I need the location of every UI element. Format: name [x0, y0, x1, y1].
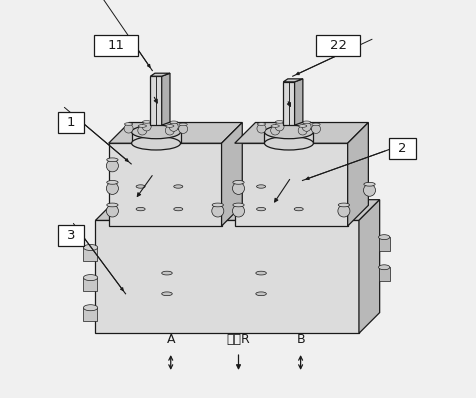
Circle shape	[298, 126, 307, 135]
Ellipse shape	[378, 265, 389, 270]
Ellipse shape	[270, 125, 279, 127]
Text: 3: 3	[67, 229, 75, 242]
Ellipse shape	[83, 275, 98, 281]
Circle shape	[232, 205, 244, 217]
Ellipse shape	[232, 203, 244, 207]
FancyBboxPatch shape	[58, 225, 84, 246]
Circle shape	[363, 184, 375, 196]
Circle shape	[124, 124, 133, 133]
Polygon shape	[109, 123, 242, 143]
Polygon shape	[150, 73, 169, 76]
Ellipse shape	[255, 292, 266, 296]
FancyBboxPatch shape	[94, 35, 138, 56]
Ellipse shape	[378, 235, 389, 240]
Ellipse shape	[107, 180, 118, 184]
Ellipse shape	[232, 180, 244, 184]
Ellipse shape	[136, 185, 145, 188]
Polygon shape	[83, 277, 97, 291]
Circle shape	[106, 160, 118, 172]
Polygon shape	[378, 237, 389, 251]
Ellipse shape	[302, 121, 310, 124]
Polygon shape	[378, 267, 389, 281]
Ellipse shape	[169, 121, 178, 124]
Ellipse shape	[136, 207, 145, 211]
Polygon shape	[283, 79, 302, 82]
FancyBboxPatch shape	[316, 35, 359, 56]
Polygon shape	[131, 132, 180, 143]
Ellipse shape	[257, 123, 265, 125]
Polygon shape	[109, 143, 221, 226]
Ellipse shape	[138, 125, 146, 127]
Text: 22: 22	[329, 39, 346, 52]
Ellipse shape	[173, 207, 182, 211]
Ellipse shape	[165, 125, 174, 127]
Ellipse shape	[83, 305, 98, 311]
Ellipse shape	[337, 203, 349, 207]
Polygon shape	[234, 123, 367, 143]
Circle shape	[275, 122, 284, 131]
Ellipse shape	[173, 185, 182, 188]
Text: 回油R: 回油R	[226, 334, 250, 347]
Circle shape	[142, 122, 151, 131]
Ellipse shape	[255, 271, 266, 275]
Ellipse shape	[275, 121, 283, 123]
Ellipse shape	[161, 271, 172, 275]
Polygon shape	[161, 73, 169, 125]
Circle shape	[257, 124, 266, 133]
Polygon shape	[347, 123, 367, 226]
Circle shape	[138, 126, 147, 135]
Ellipse shape	[131, 125, 180, 139]
Polygon shape	[294, 79, 302, 125]
Circle shape	[211, 205, 223, 217]
Ellipse shape	[178, 123, 187, 126]
Ellipse shape	[294, 207, 303, 211]
Polygon shape	[83, 308, 97, 321]
Circle shape	[232, 182, 244, 194]
Ellipse shape	[256, 207, 265, 211]
Ellipse shape	[161, 292, 172, 296]
Polygon shape	[358, 200, 379, 333]
FancyBboxPatch shape	[58, 112, 84, 133]
Ellipse shape	[107, 203, 118, 207]
Text: B: B	[296, 334, 304, 347]
Ellipse shape	[363, 182, 374, 186]
Ellipse shape	[83, 244, 98, 250]
Ellipse shape	[256, 185, 265, 188]
Ellipse shape	[298, 125, 306, 127]
Text: 11: 11	[108, 39, 124, 52]
Ellipse shape	[131, 137, 180, 150]
Circle shape	[165, 126, 174, 135]
Ellipse shape	[264, 125, 313, 139]
Polygon shape	[234, 143, 347, 226]
Ellipse shape	[212, 203, 223, 207]
Polygon shape	[150, 76, 161, 125]
Circle shape	[301, 122, 310, 131]
Polygon shape	[95, 220, 358, 333]
FancyBboxPatch shape	[388, 139, 415, 160]
Text: 2: 2	[397, 142, 406, 155]
Circle shape	[106, 205, 118, 217]
Ellipse shape	[311, 123, 319, 126]
Circle shape	[270, 126, 279, 135]
Polygon shape	[221, 123, 242, 226]
Circle shape	[311, 125, 320, 133]
Circle shape	[337, 205, 349, 217]
Text: A: A	[166, 334, 175, 347]
Polygon shape	[283, 82, 294, 125]
Polygon shape	[83, 248, 97, 261]
Ellipse shape	[264, 137, 313, 150]
Circle shape	[178, 125, 187, 133]
Ellipse shape	[124, 123, 132, 125]
Circle shape	[106, 182, 118, 194]
Polygon shape	[95, 200, 379, 220]
Ellipse shape	[142, 121, 150, 123]
Circle shape	[169, 122, 178, 131]
Polygon shape	[264, 132, 313, 143]
Ellipse shape	[107, 158, 118, 162]
Text: 1: 1	[67, 116, 75, 129]
